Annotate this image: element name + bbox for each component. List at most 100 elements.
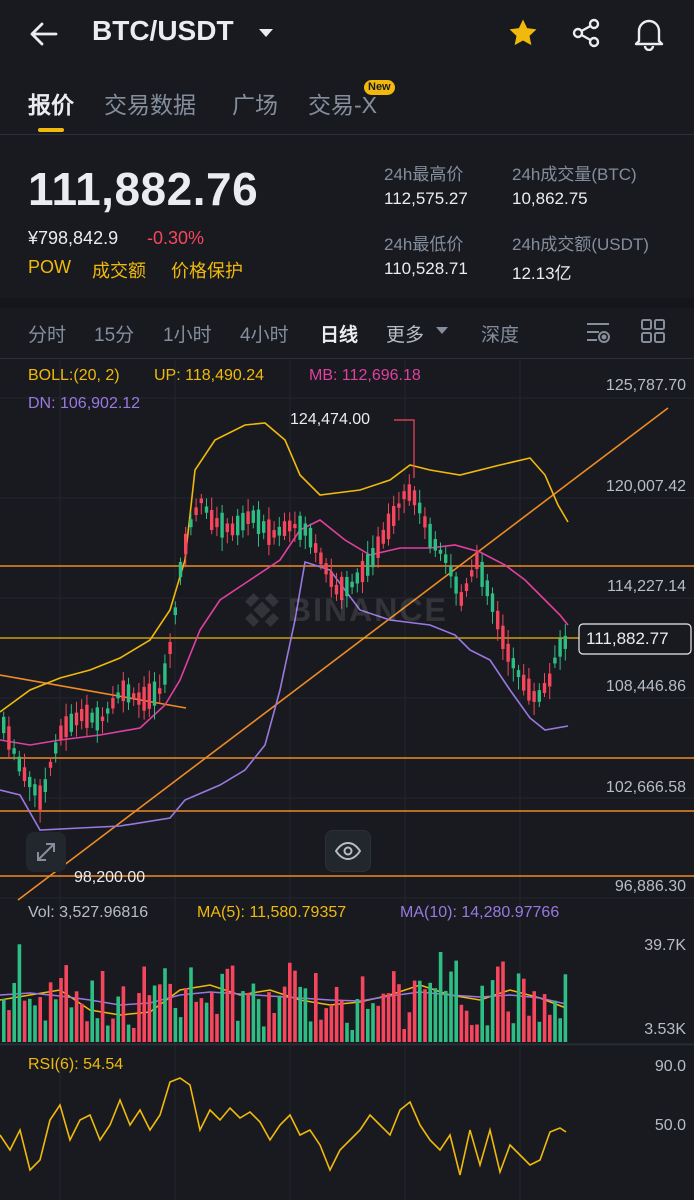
volume-bar [480,985,484,1042]
volume-bar [360,976,365,1042]
expand-chart-icon[interactable] [26,832,66,872]
candle-body [438,549,443,554]
candle-body [527,678,531,701]
volume-bar [334,986,339,1042]
candle-body [262,521,266,533]
volume-bar [532,991,536,1042]
candle-body [288,520,292,532]
volume-axis-bottom: 3.53K [644,1021,686,1038]
candle-body [80,709,84,721]
candle-body [95,707,99,731]
eye-icon[interactable] [325,830,371,872]
back-arrow-icon[interactable] [28,18,60,50]
candle-body [236,515,240,536]
interval-depth[interactable]: 深度 [481,325,520,346]
boll-up-line [0,422,569,713]
candle-body [366,554,370,576]
tab-trade-data[interactable]: 交易数据 [104,92,196,118]
volume-bar [511,1023,516,1042]
volume-bar [111,1018,115,1042]
tag-turnover[interactable]: 成交额 [92,261,146,281]
volume-bar [366,1008,370,1042]
candle-body [376,536,380,558]
candle-body [277,526,281,536]
volume-bar [59,977,63,1042]
interval-1d[interactable]: 日线 [320,325,359,346]
candle-body [464,583,469,592]
volume-bar [236,1020,240,1042]
candlestick-series [2,474,567,823]
volume-bar [54,999,58,1042]
candle-body [340,576,344,600]
volume-bar [506,1011,510,1042]
tab-trade-x[interactable]: 交易-X [308,92,377,118]
current-price-tag[interactable]: 111,882.77 [586,629,669,648]
volume-bar [210,992,214,1042]
candle-body [470,570,474,577]
volume-bar [433,988,438,1042]
candle-body [168,641,172,655]
tag-price-protection[interactable]: 价格保护 [171,261,243,281]
interval-15m[interactable]: 15分 [94,325,135,346]
candle-body [152,681,157,706]
share-icon[interactable] [569,16,603,50]
volume-bar [121,986,126,1042]
volume-bar [490,980,495,1042]
volume-bar [496,966,500,1042]
candle-body [381,529,385,544]
boll-mb-value: MB: 112,696.18 [309,367,421,384]
volume-bar [277,995,282,1042]
volume-ma5: MA(5): 11,580.79357 [197,904,347,921]
current-price-box [578,623,692,655]
volume-bar [204,1002,209,1042]
candle-body [282,521,287,536]
volume-bar [438,951,443,1042]
volume-bar [246,993,250,1042]
volume-bar [303,988,308,1042]
volume-bar [314,973,318,1042]
candle-body [43,779,47,793]
candle-body [454,576,458,594]
tab-square[interactable]: 广场 [232,92,278,118]
vol-btc-value: 10,862.75 [512,189,588,208]
volume-bar [516,973,521,1042]
interval-timeshare[interactable]: 分时 [28,325,67,346]
interval-1h[interactable]: 1小时 [163,325,212,346]
bell-icon[interactable] [632,15,666,51]
volume-bar [324,1008,328,1042]
candle-body [7,726,11,750]
volume-bar [90,980,94,1042]
tab-quote[interactable]: 报价 [28,92,74,118]
candle-body [428,523,432,548]
candle-body [350,581,354,588]
interval-more[interactable]: 更多 [386,325,425,346]
candle-body [563,635,567,649]
volume-bar [386,993,391,1042]
volume-bar [470,1025,474,1042]
candle-body [48,761,53,768]
pair-title[interactable]: BTC/USDT [92,15,234,46]
tabs-divider [0,134,694,135]
caret-down-icon[interactable] [258,27,274,39]
cny-price: ¥798,842.9 [28,228,119,248]
volume-bar [376,1005,380,1042]
volume-bar [449,971,453,1042]
vol-btc-label: 24h成交量(BTC) [512,165,637,184]
interval-4h[interactable]: 4小时 [240,325,289,346]
favorite-star-icon[interactable] [506,16,540,50]
indicator-settings-icon[interactable] [584,318,612,346]
volume-bar [241,991,245,1042]
candle-body [22,767,27,782]
candle-body [516,670,521,678]
candle-body [2,716,6,734]
candle-body [444,554,448,563]
layout-grid-icon[interactable] [640,318,666,344]
volume-bar [418,980,422,1042]
candle-body [256,509,261,534]
volume-bar [199,998,204,1042]
tag-pow[interactable]: POW [28,257,71,277]
candle-body [402,491,406,500]
candle-body [298,515,302,540]
more-caret-icon[interactable] [435,326,449,336]
